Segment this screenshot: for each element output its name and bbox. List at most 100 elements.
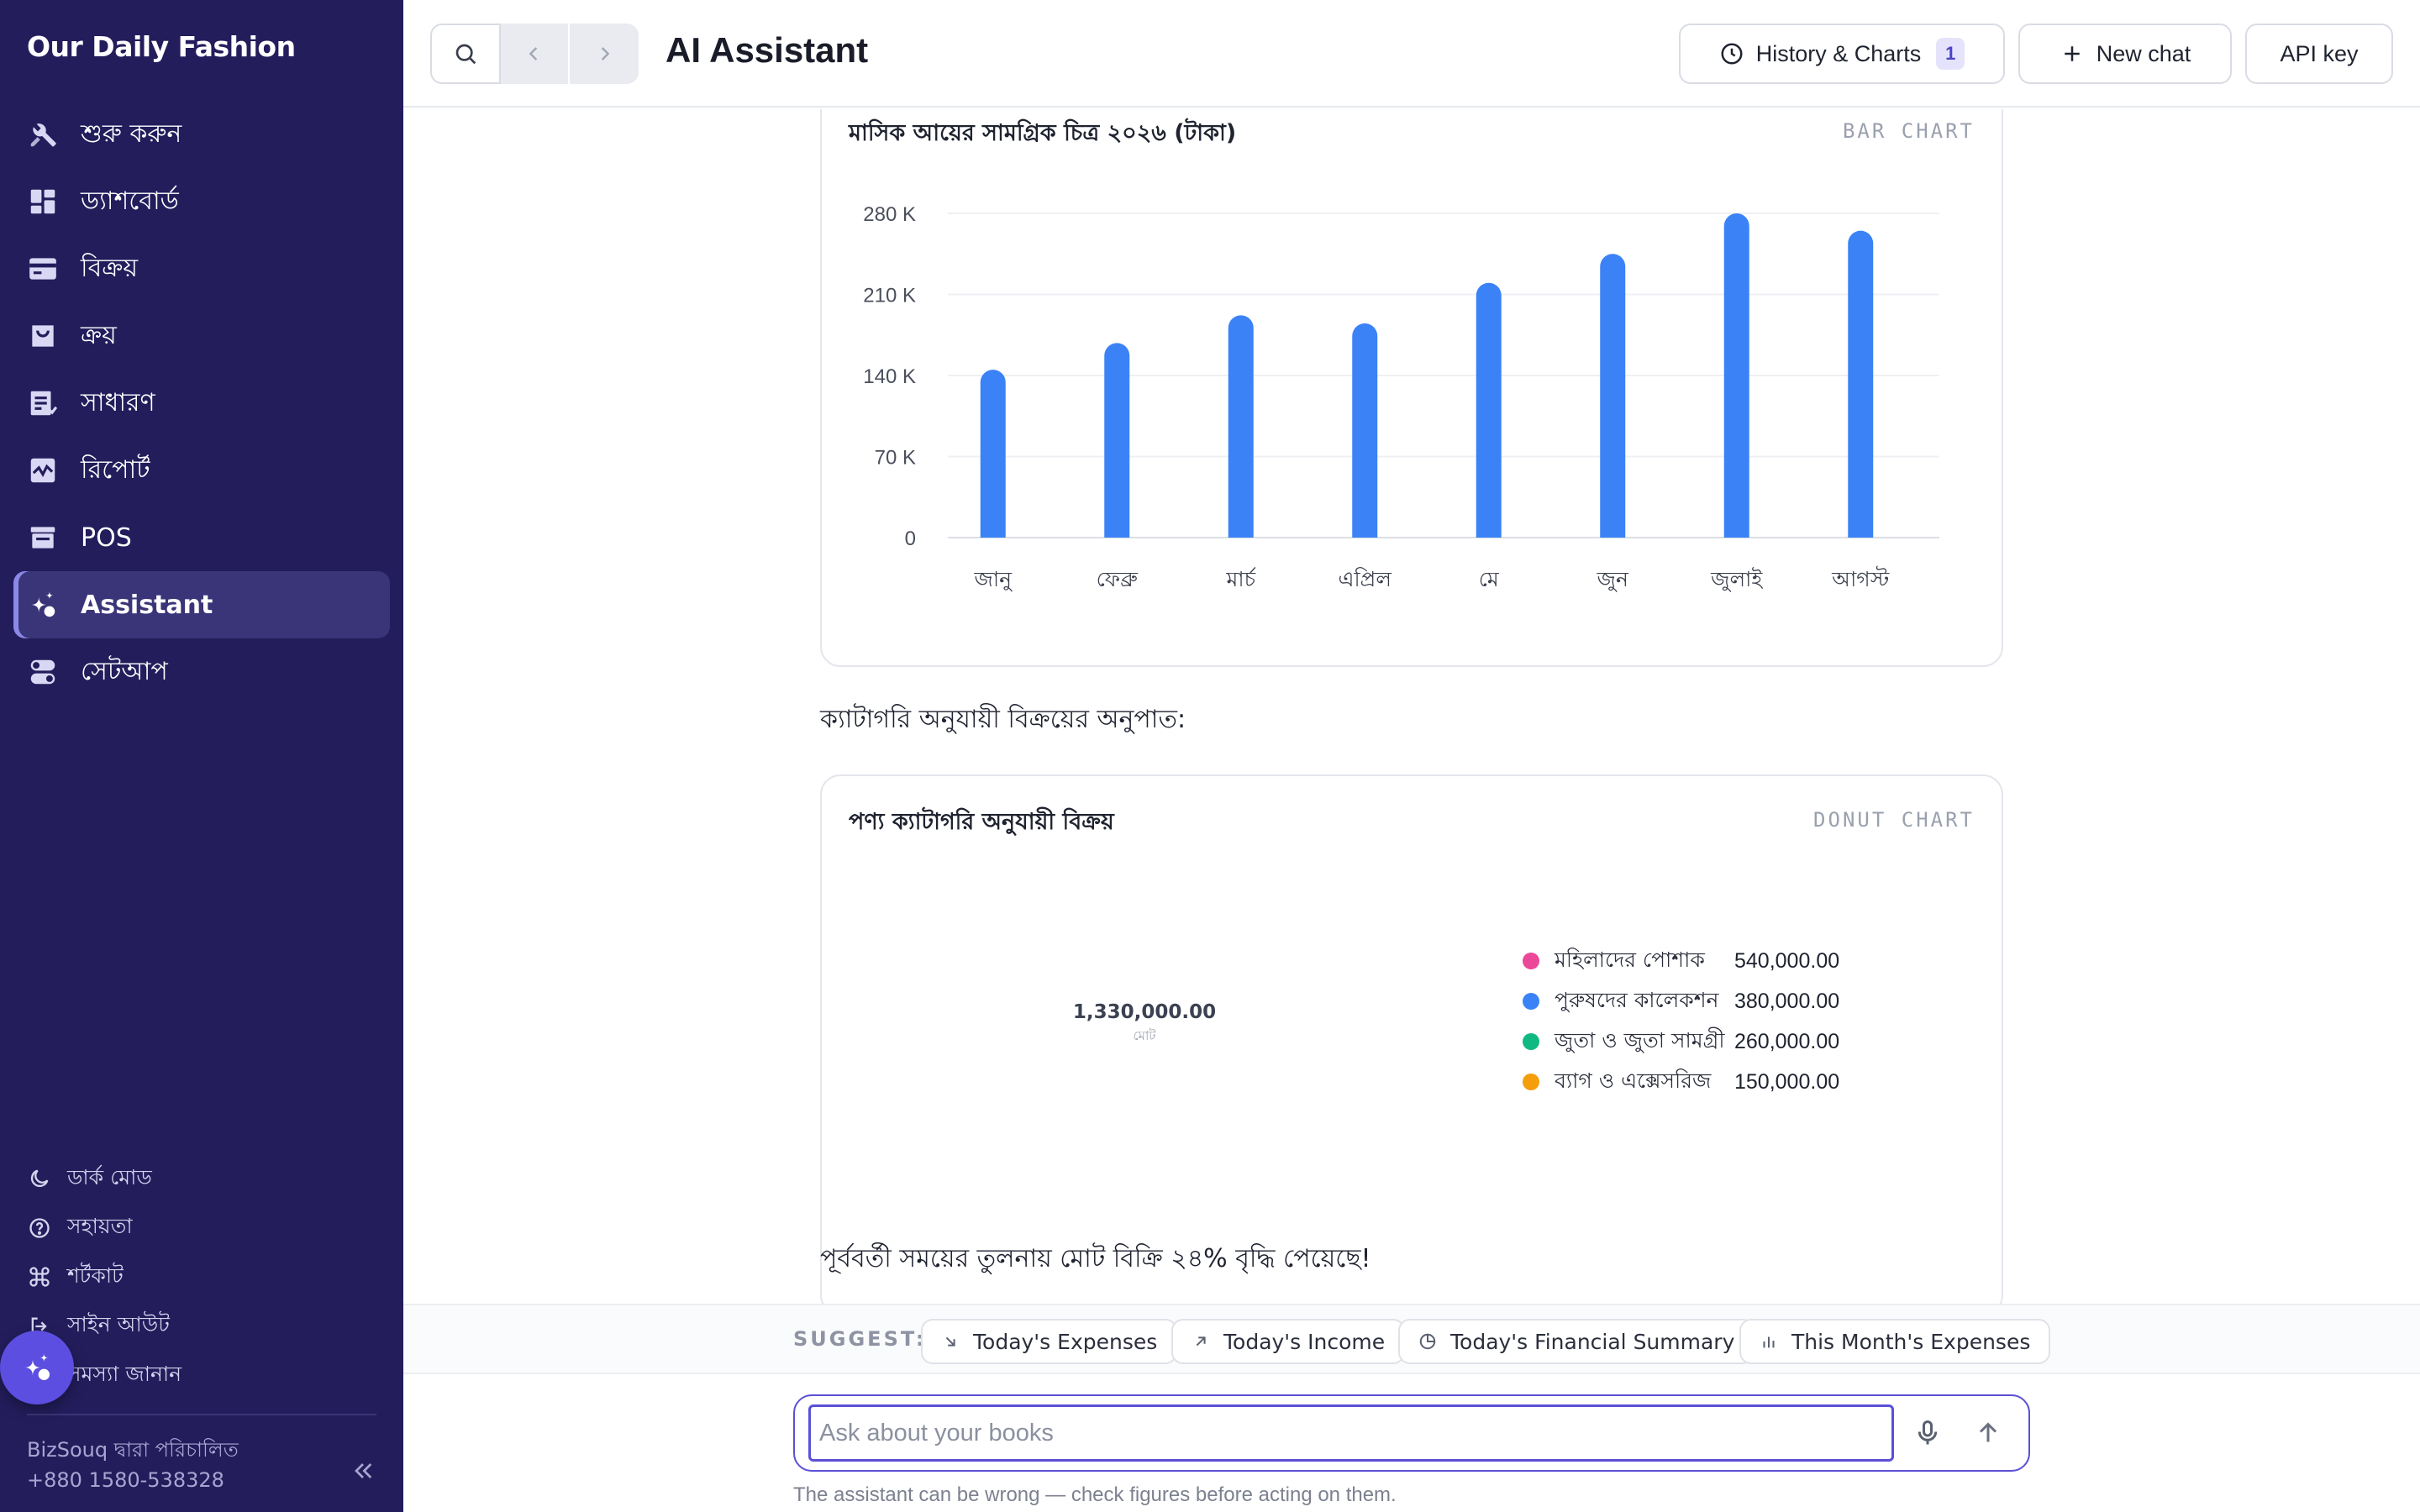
sidebar-item-getting-started[interactable]: শুরু করুন — [13, 101, 390, 168]
dark-mode-link[interactable]: ডার্ক মোড — [27, 1154, 380, 1204]
legend-item: মহিলাদের পোশাক 540,000.00 — [1523, 941, 1993, 981]
ledger-icon — [25, 386, 60, 421]
chip-label: This Month's Expenses — [1791, 1329, 2031, 1354]
chip-label: Today's Income — [1223, 1329, 1386, 1354]
sign-out-label: সাইন আউট — [67, 1312, 170, 1337]
donut-chart — [918, 902, 1355, 1255]
donut-chart-kind: DONUT CHART — [1813, 808, 1975, 832]
bar-chart-card: মাসিক আয়ের সামগ্রিক চিত্র ২০২৬ (টাকা) B… — [820, 109, 2003, 667]
support-phone: +880 1580-538328 — [27, 1468, 224, 1492]
bar — [1723, 213, 1749, 538]
search-button[interactable] — [430, 24, 501, 84]
new-chat-button[interactable]: New chat — [2018, 24, 2232, 84]
arrow-up-right-icon — [1192, 1332, 1210, 1351]
bag-icon — [25, 318, 60, 354]
sidebar-item-label: রিপোর্ট — [81, 454, 150, 485]
shortcuts-link[interactable]: শর্টকাট — [27, 1252, 380, 1302]
composer — [793, 1394, 2030, 1472]
bar-chart-kind: BAR CHART — [1842, 119, 1975, 143]
dashboard-icon — [25, 184, 60, 219]
sidebar-item-setup[interactable]: সেটআপ — [13, 638, 390, 706]
x-tick-label: মার্চ — [1225, 567, 1256, 591]
shortcuts-label: শর্টকাট — [67, 1263, 124, 1288]
report-issue-label: সমস্যা জানান — [67, 1361, 182, 1386]
x-tick-label: আগস্ট — [1831, 566, 1891, 591]
bar — [1352, 323, 1378, 538]
assistant-fab-button[interactable] — [0, 1331, 74, 1404]
suggest-label: SUGGEST: — [793, 1327, 927, 1351]
legend-label: জুতা ও জুতা সামগ্রী — [1555, 1027, 1725, 1053]
powered-by: BizSouq দ্বারা পরিচালিত +880 1580-538328 — [27, 1435, 239, 1495]
sidebar-item-sales[interactable]: বিক্রয় — [13, 235, 390, 302]
help-label: সহায়তা — [67, 1214, 133, 1239]
donut-total-label: মোট — [1133, 1028, 1156, 1043]
history-charts-button[interactable]: History & Charts 1 — [1679, 24, 2005, 84]
arrow-down-right-icon — [941, 1332, 960, 1351]
chevron-left-icon — [529, 47, 538, 60]
chip-label: Today's Financial Summary — [1450, 1329, 1735, 1354]
chat-area: মাসিক আয়ের সামগ্রিক চিত্র ২০২৬ (টাকা) B… — [403, 109, 2420, 1304]
donut-legend: মহিলাদের পোশাক 540,000.00 পুরুষদের কালেকশন… — [1523, 941, 1993, 1102]
chevrons-left-icon — [355, 1463, 372, 1478]
x-tick-label: জুলাই — [1710, 567, 1763, 592]
chip-label: Today's Expenses — [973, 1329, 1158, 1354]
x-tick-label: ফেব্রু — [1097, 568, 1139, 591]
bar — [1848, 230, 1874, 538]
y-tick-label: 210 K — [863, 285, 916, 307]
suggest-chip-financial-summary[interactable]: Today's Financial Summary — [1398, 1319, 1755, 1364]
microphone-button[interactable] — [1912, 1416, 1946, 1453]
y-tick-label: 0 — [905, 528, 916, 550]
page-title: AI Assistant — [666, 30, 869, 70]
sidebar-item-assistant[interactable]: Assistant — [13, 571, 390, 638]
sidebar-bottom-links: ডার্ক মোড সহায়তা শর্টকাট সাইন আউট সমস্য… — [27, 1154, 380, 1400]
tools-icon — [25, 117, 60, 152]
legend-item: পুরুষদের কালেকশন 380,000.00 — [1523, 981, 1993, 1021]
legend-swatch — [1523, 1074, 1539, 1090]
bar-chart: 0 70 K 140 K 210 K 280 K জানু ফেব্রু মার্চ এপ্রি… — [863, 203, 1939, 592]
legend-swatch — [1523, 953, 1539, 969]
back-button[interactable] — [501, 24, 570, 84]
sign-out-link[interactable]: সাইন আউট — [27, 1302, 380, 1352]
send-button[interactable] — [1973, 1416, 2007, 1453]
collapse-sidebar-button[interactable] — [350, 1457, 376, 1484]
bar — [980, 370, 1006, 538]
sidebar-item-label: Assistant — [81, 590, 213, 620]
bar — [1104, 343, 1130, 538]
bar — [1228, 315, 1254, 538]
y-tick-label: 70 K — [875, 447, 916, 470]
forward-button[interactable] — [570, 24, 639, 84]
x-tick-label: জানু — [973, 568, 1013, 592]
category-intro-text: ক্যাটাগরি অনুযায়ী বিক্রয়ের অনুপাত: — [820, 705, 1186, 734]
sidebar-item-label: সাধারণ — [81, 387, 155, 417]
chart-pulse-icon — [25, 453, 60, 488]
suggest-chip-todays-income[interactable]: Today's Income — [1171, 1319, 1406, 1364]
sidebar-item-reports[interactable]: রিপোর্ট — [13, 437, 390, 504]
history-count-badge: 1 — [1936, 38, 1965, 70]
store-icon — [25, 520, 60, 555]
donut-total: 1,330,000.00 — [1072, 1001, 1217, 1023]
growth-note-text: পূর্ববর্তী সময়ের তুলনায় মোট বিক্রি ২৪%… — [820, 1244, 1371, 1273]
legend-swatch — [1523, 1033, 1539, 1050]
sidebar-nav: শুরু করুন ড্যাশবোর্ড বিক্রয় ক্রয় সাধার… — [13, 101, 390, 706]
legend-item: জুতা ও জুতা সামগ্রী 260,000.00 — [1523, 1021, 1993, 1062]
x-tick-label: জুন — [1597, 568, 1629, 592]
card-icon — [25, 251, 60, 286]
suggest-chip-todays-expenses[interactable]: Today's Expenses — [921, 1319, 1178, 1364]
sidebar-item-general[interactable]: সাধারণ — [13, 370, 390, 437]
sparkle-icon — [25, 587, 60, 622]
sidebar-item-purchase[interactable]: ক্রয় — [13, 302, 390, 370]
help-link[interactable]: সহায়তা — [27, 1204, 380, 1253]
sidebar-divider — [27, 1414, 376, 1415]
help-circle-icon — [27, 1215, 52, 1241]
topbar: AI Assistant History & Charts 1 New chat… — [403, 0, 2420, 108]
sidebar-item-dashboard[interactable]: ড্যাশবোর্ড — [13, 168, 390, 235]
report-issue-link[interactable]: সমস্যা জানান — [27, 1351, 380, 1400]
pie-icon — [1418, 1332, 1437, 1351]
legend-label: পুরুষদের কালেকশন — [1555, 987, 1719, 1012]
sidebar-item-pos[interactable]: POS — [13, 504, 390, 571]
api-key-button[interactable]: API key — [2245, 24, 2393, 84]
plus-icon — [2064, 46, 2080, 61]
donut-chart-title: পণ্য ক্যাটাগরি অনুযায়ী বিক্রয় — [849, 809, 1114, 835]
suggest-chip-month-expenses[interactable]: This Month's Expenses — [1739, 1319, 2051, 1364]
ask-input[interactable] — [808, 1404, 1894, 1462]
